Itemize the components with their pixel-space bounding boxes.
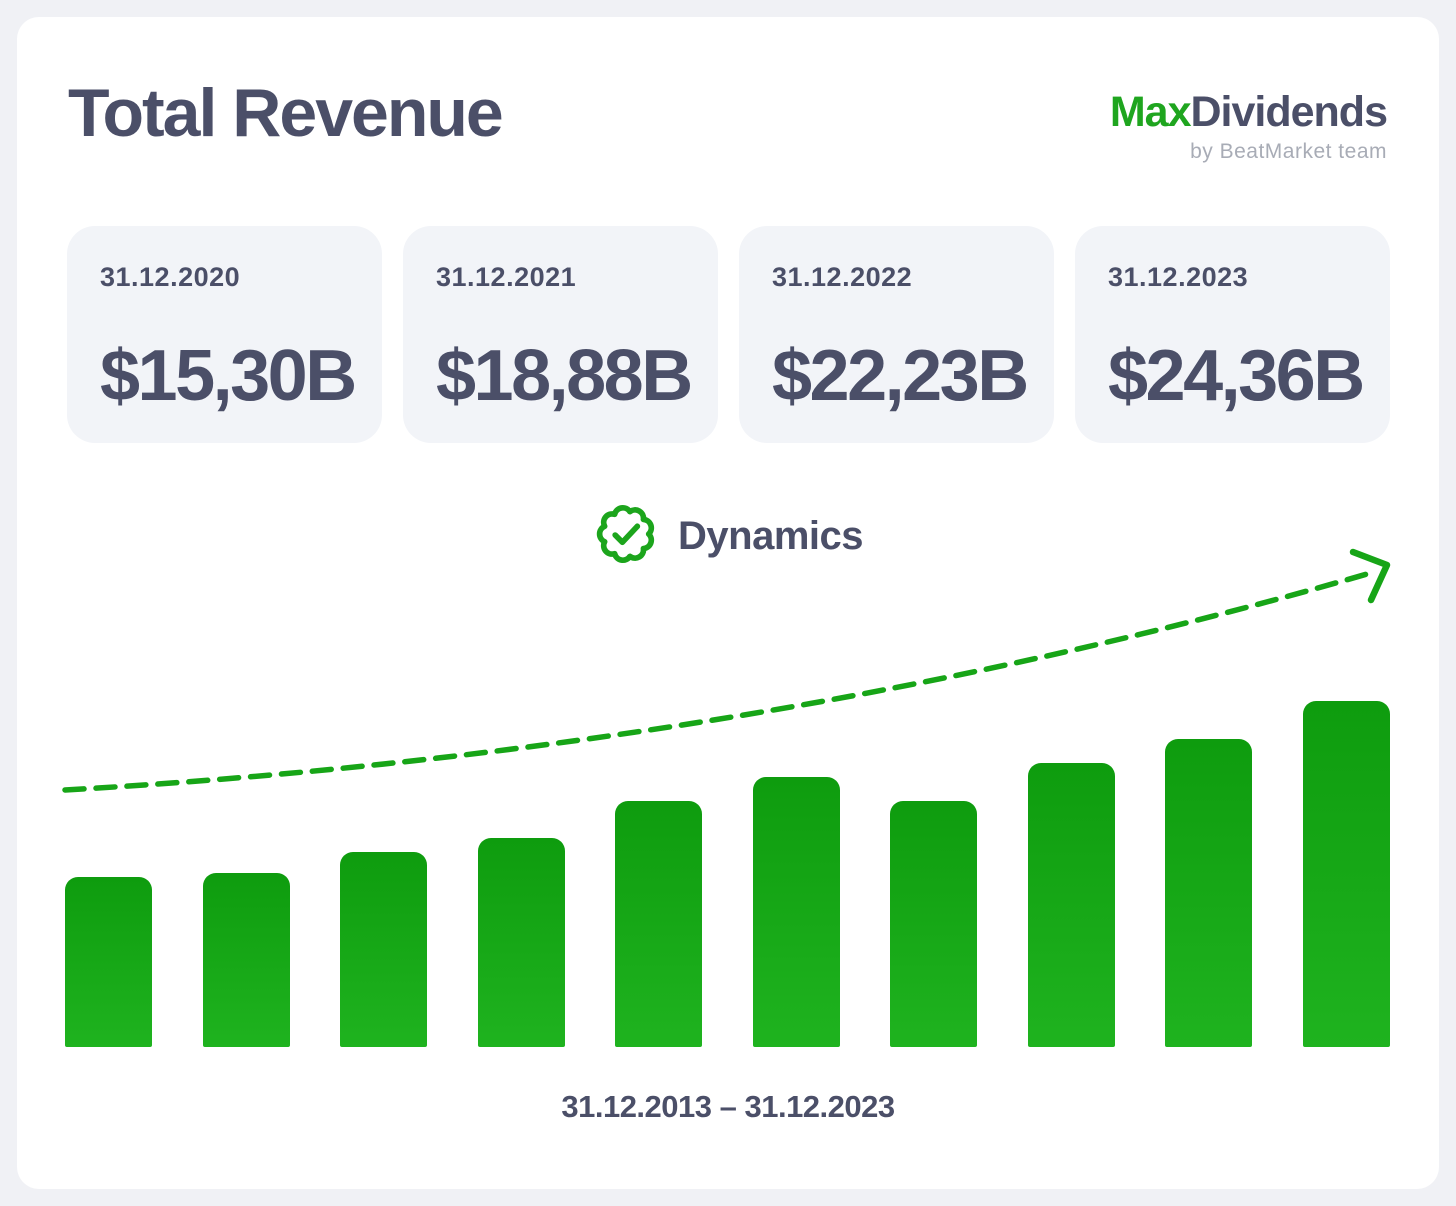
stat-card-2022: 31.12.2022 $22,23B [739, 226, 1054, 443]
revenue-bar-2014 [65, 877, 152, 1047]
brand-part-green: Max [1109, 88, 1192, 136]
revenue-bar-chart [62, 548, 1407, 1047]
stat-card-date: 31.12.2023 [1108, 262, 1249, 292]
stat-cards-row: 31.12.2020 $15,30B 31.12.2021 $18,88B 31… [67, 226, 1390, 443]
revenue-bar-2016 [340, 852, 427, 1047]
date-range-label: 31.12.2013 – 31.12.2023 [561, 1089, 895, 1124]
revenue-bar-2021 [1027, 763, 1115, 1047]
dynamics-header: Dynamics [17, 501, 1439, 572]
stat-card-value: $22,23B [772, 336, 1029, 416]
revenue-bar-2015 [202, 873, 290, 1047]
stat-card-date: 31.12.2022 [772, 262, 913, 292]
dynamics-label: Dynamics [678, 514, 863, 558]
brand-subtitle: by BeatMarket team [1190, 140, 1387, 163]
stat-card-value: $15,30B [100, 336, 357, 416]
trend-arrow [62, 548, 1391, 793]
seal-check-icon [593, 501, 659, 572]
brand-wordmark: MaxDividends [1109, 88, 1388, 136]
revenue-bar-2018 [615, 801, 702, 1047]
revenue-bar-2019 [752, 777, 840, 1047]
stat-card-2023: 31.12.2023 $24,36B [1075, 226, 1390, 443]
stat-card-date: 31.12.2021 [436, 262, 577, 292]
stat-card-2020: 31.12.2020 $15,30B [67, 226, 382, 443]
revenue-bar-2022 [1165, 739, 1252, 1047]
revenue-bar-2023 [1302, 701, 1390, 1047]
page-title: Total Revenue [68, 75, 504, 151]
revenue-bar-2017 [477, 838, 565, 1047]
stat-card-value: $18,88B [436, 336, 693, 416]
stat-card-2021: 31.12.2021 $18,88B [403, 226, 718, 443]
infographic-panel: Total Revenue MaxDividends by BeatMarket… [17, 17, 1439, 1189]
revenue-bar-2020 [890, 801, 977, 1047]
stat-card-value: $24,36B [1108, 336, 1365, 416]
brand-logo: MaxDividends by BeatMarket team [1109, 88, 1388, 164]
stat-card-date: 31.12.2020 [100, 262, 241, 292]
brand-part-dark: Dividends [1190, 88, 1388, 136]
